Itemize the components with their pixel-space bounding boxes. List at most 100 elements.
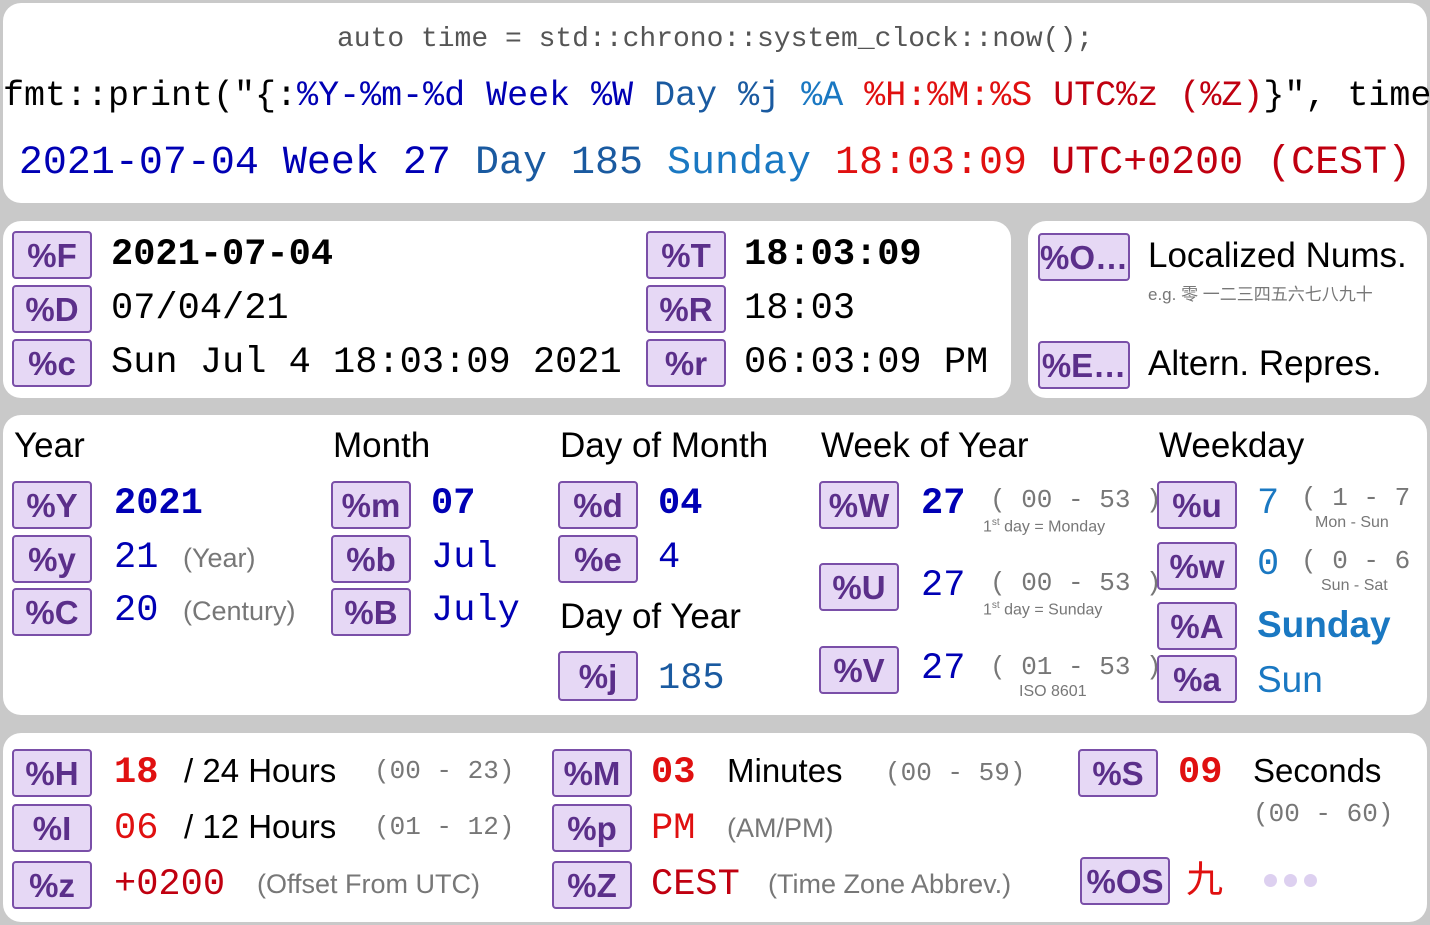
out-week: Week 27 [282, 141, 451, 186]
spec-y-badge: %y [12, 535, 92, 583]
range-H: (00 - 23) [374, 756, 515, 786]
value-OS: 九 [1186, 859, 1223, 900]
note-u: Mon - Sun [1315, 514, 1389, 531]
value-a: Sun [1257, 659, 1323, 700]
note-U-pre: 1 [983, 601, 992, 619]
composite-panel: %F 2021-07-04 %D 07/04/21 %c Sun Jul 4 1… [3, 221, 1011, 398]
note-V: ISO 8601 [1019, 683, 1087, 700]
value-p: PM [651, 808, 696, 850]
code-line: auto time = std::chrono::system_clock::n… [336, 24, 1094, 55]
out-day: Day 185 [474, 141, 643, 186]
value-c: Sun Jul 4 18:03:09 2021 [111, 342, 622, 384]
spec-U-badge: %U [819, 563, 899, 611]
note-W-sup: st [991, 517, 1000, 528]
note-C: (Century) [183, 596, 296, 626]
spec-r-badge: %r [646, 339, 726, 387]
range-U: ( 00 - 53 ) [990, 568, 1162, 598]
weekday-title: Weekday [1159, 426, 1305, 465]
value-b: Jul [431, 537, 498, 579]
note-y: (Year) [183, 543, 256, 573]
spec-d-badge: %d [558, 481, 638, 529]
spec-m-badge: %m [331, 481, 411, 529]
header-panel: auto time = std::chrono::system_clock::n… [3, 3, 1430, 203]
note-W: 1st day = Monday [983, 518, 1105, 535]
note-U: 1st day = Sunday [983, 601, 1102, 618]
value-A: Sunday [1257, 604, 1391, 645]
label-H: / 24 Hours [184, 752, 337, 789]
value-H: 18 [114, 752, 159, 794]
value-e: 4 [658, 537, 681, 579]
modifiers-panel: %O… Localized Nums. e.g. 零 一二三四五六七八九十 %E… [1028, 221, 1427, 398]
spec-a-badge: %a [1157, 655, 1237, 703]
spec-B-badge: %B [331, 588, 411, 636]
out-utc: UTC+0200 [1051, 141, 1244, 186]
note-Z: (Time Zone Abbrev.) [768, 869, 1012, 899]
spec-S-badge: %S [1078, 749, 1158, 797]
value-u: 7 [1257, 483, 1280, 525]
value-j: 185 [658, 658, 725, 700]
value-Z: CEST [651, 864, 740, 906]
range-I: (01 - 12) [374, 812, 515, 842]
value-z: +0200 [114, 864, 226, 906]
value-w: 0 [1257, 544, 1280, 586]
year-title: Year [14, 426, 85, 465]
value-r: 06:03:09 PM [744, 342, 989, 384]
spec-w-badge: %w [1157, 542, 1237, 590]
out-time: 18:03:09 [835, 141, 1028, 186]
spec-e-badge: %e [558, 535, 638, 583]
out-weekday: Sunday [666, 141, 812, 186]
out-date: 2021-07-04 [18, 141, 259, 186]
spec-j-badge: %j [558, 651, 638, 701]
range-S: (00 - 60) [1253, 799, 1394, 829]
week-of-year-title: Week of Year [821, 426, 1029, 465]
day-of-month-title: Day of Month [560, 426, 769, 465]
note-U-post: day = Sunday [999, 601, 1103, 619]
range-M: (00 - 59) [885, 758, 1026, 788]
month-title: Month [333, 426, 431, 465]
note-U-sup: st [991, 600, 1000, 611]
value-C: 20 [114, 590, 159, 632]
note-W-post: day = Monday [999, 518, 1106, 536]
label-M: Minutes [727, 752, 843, 789]
spec-M-badge: %M [552, 749, 632, 797]
range-w: ( 0 - 6 ) [1301, 546, 1430, 576]
value-y: 21 [114, 537, 159, 579]
fmt-prefix: fmt::print("{: [3, 76, 298, 116]
spec-O-badge: %O… [1038, 233, 1130, 281]
spec-D-badge: %D [12, 285, 92, 333]
value-F: 2021-07-04 [111, 234, 334, 276]
modifier-O-label: Localized Nums. [1148, 236, 1407, 275]
spec-Z-badge: %Z [552, 861, 632, 909]
modifier-O-example: e.g. 零 一二三四五六七八九十 [1148, 285, 1373, 304]
spec-C-badge: %C [12, 588, 92, 636]
value-V: 27 [921, 648, 966, 690]
range-u: ( 1 - 7 ) [1301, 483, 1430, 513]
ellipsis-dot-1-icon [1264, 874, 1277, 887]
spec-p-badge: %p [552, 804, 632, 852]
fmt-zone: (%Z) [1179, 76, 1264, 116]
value-R: 18:03 [744, 288, 856, 330]
out-zone: (CEST) [1267, 141, 1412, 186]
spec-z-badge: %z [12, 861, 92, 909]
fmt-weekday: %A [801, 76, 844, 116]
value-I: 06 [114, 808, 159, 850]
format-line: fmt::print("{:%Y-%m-%d Week %W Day %j %A… [3, 76, 1430, 116]
spec-F-badge: %F [12, 231, 92, 279]
note-z: (Offset From UTC) [257, 869, 481, 899]
spec-A-badge: %A [1157, 602, 1237, 650]
spec-b-badge: %b [331, 535, 411, 583]
value-D: 07/04/21 [111, 288, 289, 330]
spec-OS-badge: %OS [1080, 857, 1170, 905]
spec-c-badge: %c [12, 339, 92, 387]
value-Y: 2021 [114, 483, 203, 525]
value-d: 04 [658, 483, 703, 525]
output-line: 2021-07-04 Week 27 Day 185 Sunday 18:03:… [3, 144, 1427, 184]
value-U: 27 [921, 565, 966, 607]
spec-Y-badge: %Y [12, 481, 92, 529]
label-S: Seconds [1253, 752, 1382, 789]
spec-H-badge: %H [12, 749, 92, 797]
value-W: 27 [921, 483, 966, 525]
range-W: ( 00 - 53 ) [990, 485, 1162, 515]
spec-V-badge: %V [819, 646, 899, 694]
value-m: 07 [431, 483, 476, 525]
